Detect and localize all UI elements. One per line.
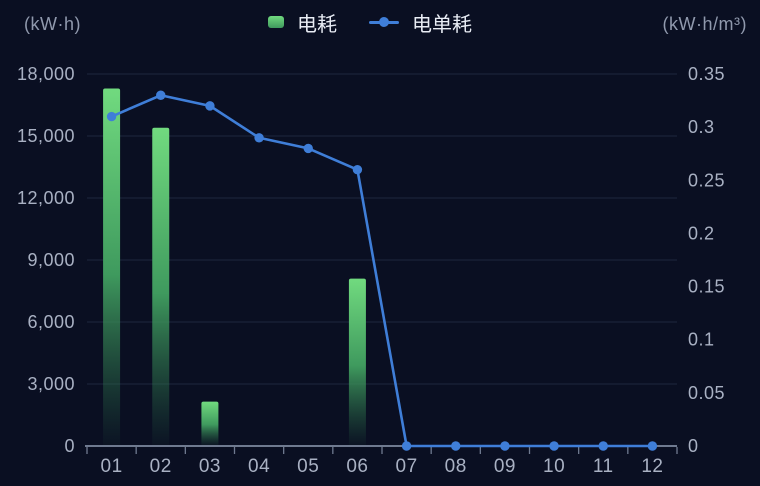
left-axis-tick-label: 15,000 <box>17 126 75 146</box>
bar-month-01[interactable] <box>103 88 121 446</box>
legend: 电耗 电单耗 <box>268 8 472 37</box>
right-axis-tick-label: 0 <box>688 436 699 456</box>
bar-series-swatch-icon <box>268 16 284 28</box>
right-axis-unit-label: (kW·h/m³) <box>662 14 747 34</box>
legend-label-line-series: 电单耗 <box>412 13 472 36</box>
x-axis-label-10: 10 <box>543 456 565 477</box>
x-axis-label-07: 07 <box>396 456 418 477</box>
line-point-month-05[interactable] <box>303 143 313 154</box>
line-series-dot-icon <box>379 17 389 27</box>
line-point-month-02[interactable] <box>156 90 166 100</box>
line-point-month-01[interactable] <box>106 111 117 122</box>
x-axis-label-05: 05 <box>297 456 319 477</box>
line-point-month-10[interactable] <box>549 441 559 451</box>
line-point-month-03[interactable] <box>205 101 215 111</box>
line-point-month-07[interactable] <box>401 441 412 451</box>
left-axis-tick-label: 6,000 <box>27 312 75 332</box>
line-point-month-06[interactable] <box>352 164 363 175</box>
left-axis-tick-label: 0 <box>64 436 75 456</box>
x-axis-label-02: 02 <box>150 456 172 477</box>
legend-label-bar-series: 电耗 <box>297 13 337 36</box>
x-axis-label-08: 08 <box>445 456 467 477</box>
x-axis-label-12: 12 <box>641 456 663 477</box>
bar-month-03[interactable] <box>201 401 219 446</box>
left-axis-tick-label: 3,000 <box>27 374 75 394</box>
line-point-month-04[interactable] <box>254 133 264 143</box>
x-axis-label-09: 09 <box>494 456 516 477</box>
x-axis-label-11: 11 <box>593 456 614 477</box>
right-axis-tick-label: 0.35 <box>688 64 725 84</box>
line-point-month-08[interactable] <box>451 441 461 451</box>
left-axis-tick-label: 9,000 <box>27 250 75 270</box>
bar-month-06[interactable] <box>348 278 366 446</box>
right-axis-tick-label: 0.2 <box>688 223 715 243</box>
legend-item-line-series[interactable]: 电单耗 <box>369 8 472 37</box>
right-axis-tick-label: 0.3 <box>688 117 715 137</box>
left-axis-tick-label: 12,000 <box>17 188 75 208</box>
line-point-month-09[interactable] <box>500 441 510 451</box>
line-series-path <box>110 93 654 448</box>
bar-month-02[interactable] <box>152 127 170 446</box>
x-axis-label-01: 01 <box>101 456 123 477</box>
x-axis-label-06: 06 <box>346 456 368 477</box>
left-axis-unit-label: (kW·h) <box>24 14 81 34</box>
right-axis-tick-label: 0.1 <box>688 330 715 350</box>
right-axis-tick-label: 0.25 <box>688 170 725 190</box>
line-point-month-12[interactable] <box>647 441 658 451</box>
right-axis-tick-label: 0.05 <box>688 383 725 403</box>
x-axis-label-04: 04 <box>248 456 270 477</box>
x-axis-label-03: 03 <box>199 456 221 477</box>
legend-item-bar-series[interactable]: 电耗 <box>268 8 337 37</box>
left-axis-tick-label: 18,000 <box>17 64 75 84</box>
right-axis-tick-label: 0.15 <box>688 277 725 297</box>
line-point-month-11[interactable] <box>598 441 608 451</box>
line-series-swatch-icon <box>369 17 399 27</box>
